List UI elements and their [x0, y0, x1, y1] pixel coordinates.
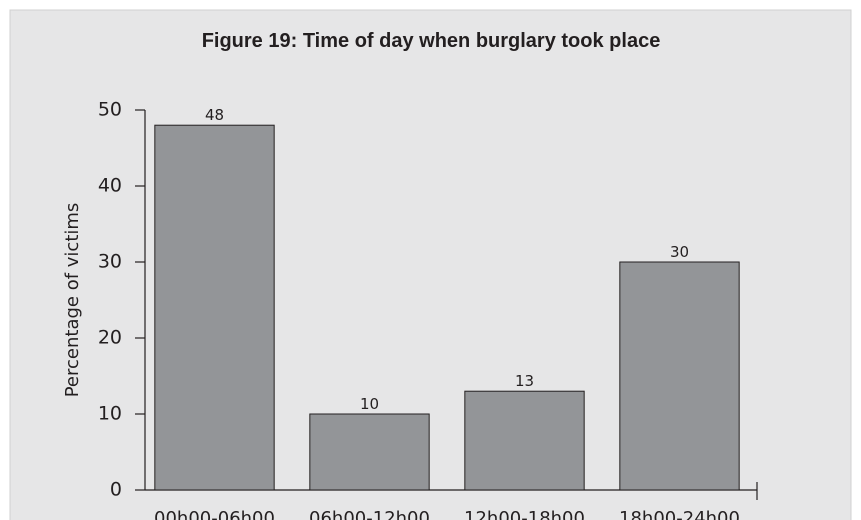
bar — [309, 413, 430, 491]
y-tick-label: 0 — [110, 479, 122, 501]
x-tick-label: 06h00-12h00 — [309, 508, 430, 520]
value-label: 13 — [515, 372, 534, 390]
x-tick-label: 18h00-24h00 — [619, 508, 740, 520]
y-tick-label: 20 — [98, 327, 122, 349]
value-label: 10 — [360, 395, 379, 413]
chart-title: Figure 19: Time of day when burglary too… — [202, 30, 661, 52]
y-axis-title: Percentage of victims — [62, 203, 83, 398]
y-tick-label: 30 — [98, 251, 122, 273]
bar — [464, 390, 585, 491]
bar — [619, 261, 740, 491]
bar — [154, 124, 275, 491]
y-tick-label: 50 — [98, 99, 122, 121]
value-label: 48 — [205, 106, 224, 124]
y-tick-label: 40 — [98, 175, 122, 197]
x-tick-label: 00h00-06h00 — [154, 508, 275, 520]
y-tick-label: 10 — [98, 403, 122, 425]
value-label: 30 — [670, 243, 689, 261]
x-tick-label: 12h00-18h00 — [464, 508, 585, 520]
